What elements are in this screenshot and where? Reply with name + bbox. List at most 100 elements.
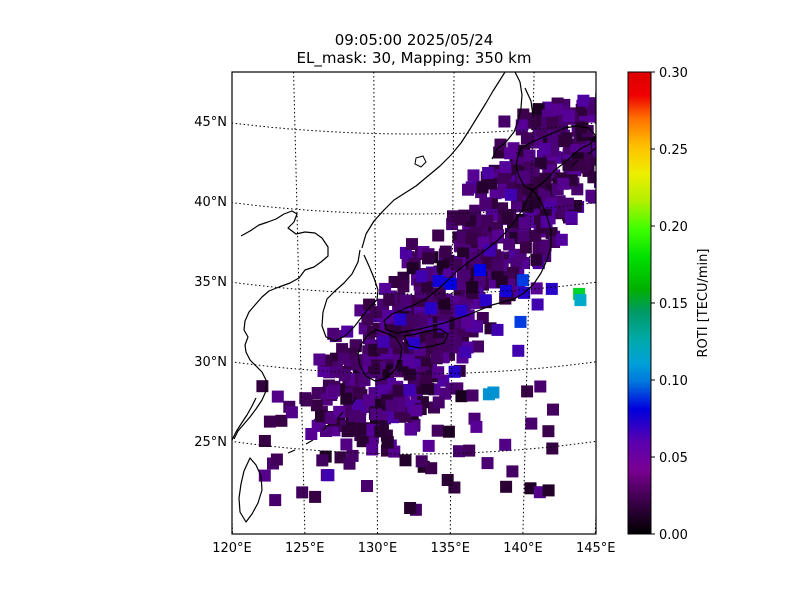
roti-cell (498, 115, 511, 128)
roti-cell (432, 275, 445, 287)
coastlines (232, 72, 596, 523)
roti-cell (609, 93, 621, 105)
roti-cell (322, 469, 335, 482)
roti-cell (545, 282, 558, 295)
roti-cell (296, 486, 309, 499)
roti-cell (470, 420, 483, 433)
roti-cell (517, 231, 530, 244)
roti-cell (479, 294, 492, 307)
roti-cell (469, 204, 482, 217)
roti-cell (491, 229, 504, 242)
roti-cell (466, 281, 479, 293)
roti-cell (501, 211, 514, 224)
roti-cell (422, 439, 435, 452)
roti-cell (415, 315, 428, 328)
roti-cell (571, 183, 584, 196)
roti-cell (497, 171, 510, 184)
roti-cell (610, 146, 622, 158)
roti-cell (607, 140, 619, 152)
roti-cell (472, 340, 484, 353)
roti-cell (573, 159, 586, 171)
roti-cell (455, 390, 468, 403)
roti-cell (422, 252, 434, 265)
roti-cell (575, 104, 588, 116)
roti-cell (439, 245, 452, 258)
roti-cell (337, 352, 350, 365)
roti-cell (504, 147, 517, 160)
roti-cell (487, 386, 500, 399)
roti-cell (313, 353, 326, 366)
lat-tick-label: 45°N (194, 115, 227, 130)
meridian-line (522, 72, 535, 534)
roti-cell (457, 247, 470, 260)
roti-cell (521, 385, 534, 398)
china-southeast-coast (232, 397, 257, 441)
roti-cell (515, 119, 528, 132)
roti-cell (432, 366, 445, 379)
roti-cell (542, 484, 555, 497)
roti-cell (482, 167, 495, 179)
roti-cell (479, 199, 492, 212)
roti-cell (285, 406, 298, 419)
colorbar-tick-label: 0.15 (659, 297, 688, 312)
roti-cell (599, 110, 611, 122)
roti-cell (366, 443, 379, 456)
colorbar: 0.00 0.05 0.10 0.15 0.20 0.25 0.30 ROTI [TECU/… (627, 66, 711, 543)
lon-tick-label: 125°E (285, 541, 325, 556)
map-lakes (414, 155, 427, 168)
parallel-line (232, 440, 596, 455)
roti-cell (527, 167, 540, 180)
roti-cell (598, 93, 610, 105)
roti-cell (402, 354, 415, 367)
roti-cell (474, 264, 487, 277)
roti-cell (356, 435, 369, 448)
roti-cell (453, 445, 465, 458)
roti-cell (363, 394, 375, 407)
roti-cell (531, 298, 544, 311)
roti-cell (577, 94, 590, 107)
roti-cell (611, 163, 623, 175)
roti-cell (534, 157, 547, 170)
roti-cell (562, 110, 575, 123)
roti-cell (588, 103, 596, 116)
latitude-tick-labels: 25°N 30°N 35°N 40°N 45°N (194, 115, 227, 450)
roti-cell (574, 294, 587, 307)
roti-cell (340, 392, 353, 405)
roti-cell (320, 425, 332, 437)
roti-cell (444, 277, 457, 290)
roti-cell (455, 304, 468, 317)
roti-cell (606, 104, 618, 116)
meridian-line (293, 72, 306, 534)
roti-cell (383, 293, 396, 306)
roti-cell (300, 394, 313, 407)
roti-cell (270, 453, 283, 466)
chart-title-line-1: 09:05:00 2025/05/24 (334, 31, 494, 49)
roti-cell (529, 196, 542, 209)
roti-cell (438, 297, 451, 310)
roti-cell (467, 169, 480, 182)
roti-cell (600, 105, 612, 117)
lon-tick-label: 120°E (212, 541, 252, 556)
lat-tick-label: 35°N (194, 275, 227, 290)
roti-cell (542, 425, 555, 438)
roti-cell (448, 365, 461, 378)
roti-cell (263, 415, 276, 428)
roti-cell (421, 280, 434, 293)
roti-cell (370, 408, 383, 421)
roti-cell (340, 438, 353, 451)
roti-cell (420, 371, 433, 384)
roti-cell (594, 151, 596, 164)
taiwan (238, 457, 263, 523)
roti-cell (587, 153, 596, 166)
roti-cell (379, 282, 392, 295)
chart-title-line-2: EL_mask: 30, Mapping: 350 km (296, 49, 532, 67)
roti-cell (547, 403, 559, 416)
roti-cell (500, 480, 513, 493)
roti-cell (534, 380, 547, 393)
roti-cell (532, 103, 545, 116)
shikoku (403, 328, 449, 349)
roti-cell (275, 414, 288, 427)
roti-cell (442, 425, 455, 438)
kuril-islands (571, 147, 596, 167)
